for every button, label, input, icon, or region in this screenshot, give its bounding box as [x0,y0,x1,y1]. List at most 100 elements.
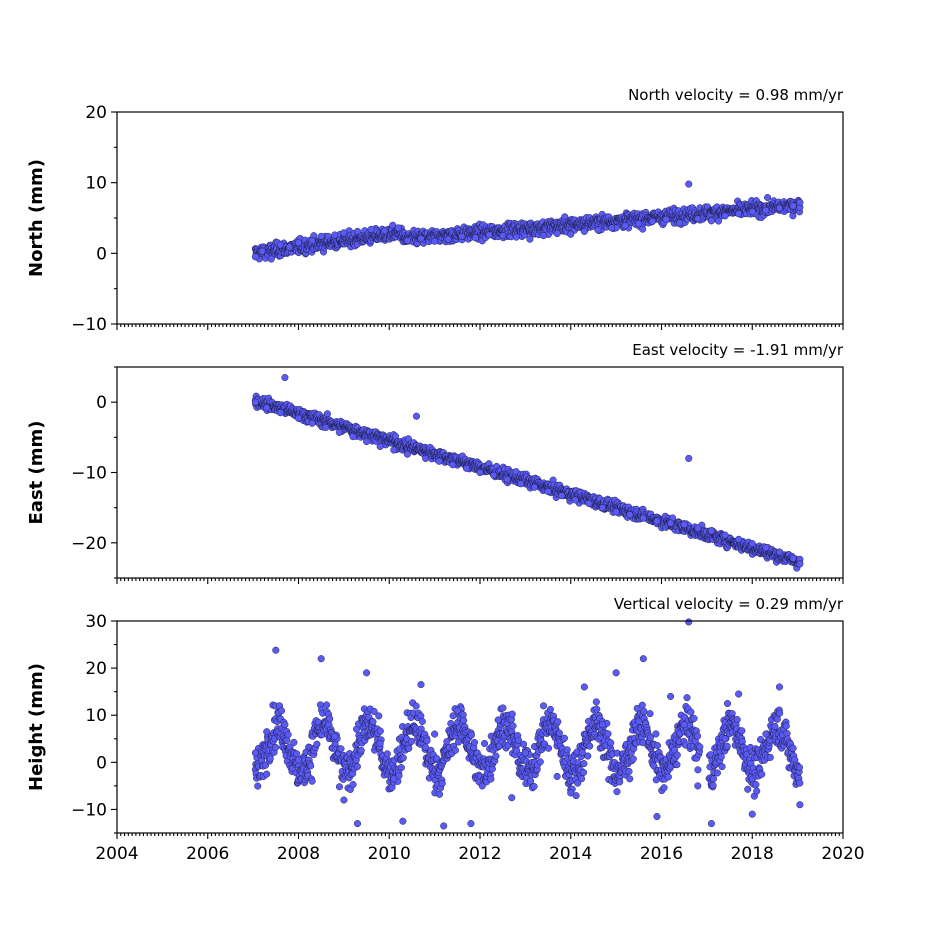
height-point [440,822,448,830]
height-y-tick-label: 10 [85,706,107,726]
height-point [758,770,766,778]
north-y-tick-label: 0 [96,244,107,264]
height-point [694,766,702,774]
east-point [449,461,457,469]
height-point [640,707,648,715]
north-point [748,208,756,216]
height-point [696,743,704,751]
height-point [638,701,646,709]
east-y-tick-label: 0 [96,393,107,413]
north-point [553,230,561,238]
east-point [680,521,688,529]
height-point [723,700,732,708]
height-point [407,737,415,745]
height-point [521,749,529,757]
height-point [390,775,398,783]
height-point [604,730,612,738]
height-point [331,732,339,740]
east-point [490,471,498,479]
north-y-axis-label: North (mm) [26,159,47,277]
east-point [544,487,552,496]
height-point [405,744,413,752]
north-point [367,225,375,233]
height-point [313,740,321,748]
height-point [721,735,729,743]
height-point [294,756,303,764]
north-point [775,204,783,212]
height-point [563,746,571,754]
north-point [431,237,439,245]
height-point [796,779,804,787]
height-point [744,785,752,793]
height-point [290,738,298,746]
height-point [613,788,621,796]
height-point [353,820,362,828]
height-point [555,729,563,737]
height-point [272,743,280,751]
height-point [580,760,588,768]
height-point [467,731,475,739]
north-point [485,231,493,239]
height-point [775,683,783,691]
north-point [540,232,548,240]
height-x-tick-label: 2006 [186,844,229,864]
north-y-tick-label: −10 [71,315,107,335]
north-point [394,224,402,232]
height-point [653,812,661,821]
height-point [738,727,746,735]
height-point [376,727,384,735]
height-point [376,739,384,748]
height-point [272,646,280,654]
north-point [471,234,479,242]
height-point [375,712,383,720]
height-point [540,702,548,710]
north-panel: −10 0 10 20 North velocity = 0.98 mm/yr Nor… [26,86,844,335]
height-point [766,753,774,761]
height-point [369,718,377,726]
height-point [266,755,274,763]
height-point [612,669,620,677]
height-point [762,730,770,738]
height-point [690,714,698,722]
north-point [458,232,466,240]
east-point [796,560,804,568]
height-point [667,692,675,700]
height-y-tick-label: 30 [85,612,107,632]
vertical-velocity-label: Vertical velocity = 0.29 mm/yr [614,595,844,613]
east-y-axis-label: East (mm) [26,421,47,525]
height-point [616,778,624,786]
east-point [639,514,647,522]
east-point [721,531,729,539]
height-point [293,750,301,758]
east-point [735,535,743,543]
height-point [646,710,654,718]
height-point [431,730,439,738]
north-point [331,231,339,239]
height-point [308,777,316,785]
height-point [263,770,271,778]
north-point [796,198,804,206]
east-point [276,409,284,417]
height-point [544,744,552,752]
north-point [340,229,348,237]
east-y-tick-label: −10 [71,464,107,484]
height-point [509,722,517,730]
north-point [735,210,743,218]
east-point [476,468,484,477]
north-point [567,230,575,238]
north-point [662,215,670,223]
east-ticks: −20 −10 0 [71,366,844,584]
height-x-tick-label: 2008 [277,844,320,864]
east-point [775,548,783,556]
height-point [709,775,718,783]
height-point [536,758,544,766]
height-point [508,710,516,718]
north-point [676,219,684,227]
height-point [553,772,561,780]
height-point [709,781,717,789]
height-point [277,707,285,715]
height-point [748,810,756,818]
east-point [294,414,303,422]
east-point [653,517,661,525]
north-point [417,234,425,243]
